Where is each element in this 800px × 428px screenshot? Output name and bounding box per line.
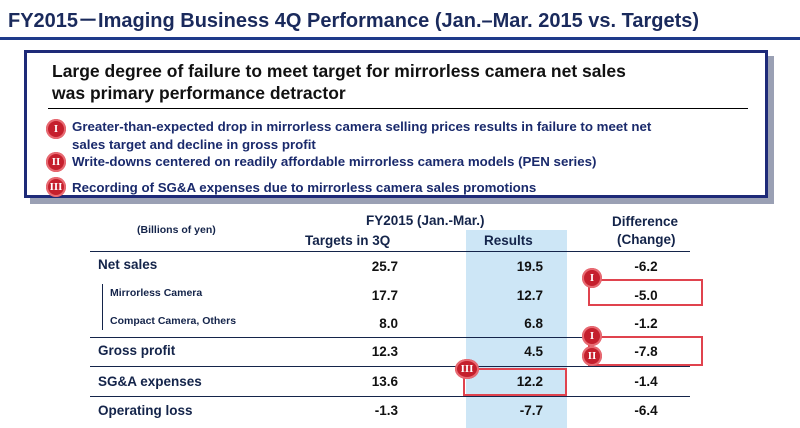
segment-bracket <box>102 284 103 330</box>
net-sales-results: 19.5 <box>516 259 543 274</box>
badge-roman-two-icon: II <box>46 152 66 172</box>
results-column-header: Results <box>484 233 533 248</box>
targets-column-header: Targets in 3Q <box>305 233 391 248</box>
summary-point-2: Write-downs centered on readily affordab… <box>72 154 597 169</box>
badge-roman-one-icon: I <box>46 119 66 139</box>
summary-headline: Large degree of failure to meet target f… <box>52 60 752 104</box>
page-title: FY2015－Imaging Business 4Q Performance (… <box>8 10 700 32</box>
table-header-rule <box>90 251 690 252</box>
headline-line-1: Large degree of failure to meet target f… <box>52 61 626 81</box>
callout-box-sga-results <box>463 368 567 396</box>
gross-profit-targets: 12.3 <box>371 344 398 359</box>
sga-results: 12.2 <box>516 374 543 389</box>
compact-results: 6.8 <box>524 316 543 331</box>
row-label-mirrorless: Mirrorless Camera <box>110 287 203 299</box>
gross-profit-difference: -7.8 <box>634 344 658 359</box>
row-label-operating-loss: Operating loss <box>98 403 193 418</box>
units-label: (Billions of yen) <box>137 224 216 236</box>
callout-badge-one-icon: I <box>582 268 602 288</box>
mirrorless-difference: -5.0 <box>634 288 658 303</box>
row-label-gross-profit: Gross profit <box>98 343 176 358</box>
mirrorless-results: 12.7 <box>516 288 543 303</box>
mirrorless-targets: 17.7 <box>371 288 398 303</box>
difference-column-header: Difference <box>612 214 679 229</box>
sga-difference: -1.4 <box>634 374 658 389</box>
net-sales-targets: 25.7 <box>371 259 398 274</box>
operating-loss-difference: -6.4 <box>634 403 658 418</box>
callout-badge-two-icon: II <box>582 346 602 366</box>
callout-badge-one-b-icon: I <box>582 326 602 346</box>
operating-loss-targets: -1.3 <box>374 403 398 418</box>
row-label-compact: Compact Camera, Others <box>110 315 237 327</box>
summary-point-1: Greater-than-expected drop in mirrorless… <box>72 118 752 154</box>
row-label-sga: SG&A expenses <box>98 374 202 389</box>
title-divider <box>0 37 800 40</box>
headline-line-2: was primary performance detractor <box>52 83 346 103</box>
summary-point-3: Recording of SG&A expenses due to mirror… <box>72 180 537 195</box>
summary-box <box>24 50 768 198</box>
table-rule-2 <box>90 366 690 367</box>
gross-profit-results: 4.5 <box>524 344 543 359</box>
point-1-line-2: sales target and decline in gross profit <box>72 137 316 152</box>
callout-box-mirrorless-diff <box>588 279 703 306</box>
compact-difference: -1.2 <box>634 316 658 331</box>
point-1-line-1: Greater-than-expected drop in mirrorless… <box>72 119 652 134</box>
change-column-header: (Change) <box>617 232 676 247</box>
row-label-net-sales: Net sales <box>98 257 158 272</box>
headline-divider <box>48 108 748 109</box>
badge-roman-three-icon: III <box>46 177 66 197</box>
sga-targets: 13.6 <box>371 374 398 389</box>
table-rule-3 <box>90 396 690 397</box>
operating-loss-results: -7.7 <box>519 403 543 418</box>
callout-badge-three-icon: III <box>455 359 479 379</box>
callout-box-gross-diff <box>588 336 703 366</box>
table-rule-1 <box>90 337 690 338</box>
net-sales-difference: -6.2 <box>634 259 658 274</box>
period-header: FY2015 (Jan.-Mar.) <box>366 213 485 228</box>
compact-targets: 8.0 <box>379 316 398 331</box>
